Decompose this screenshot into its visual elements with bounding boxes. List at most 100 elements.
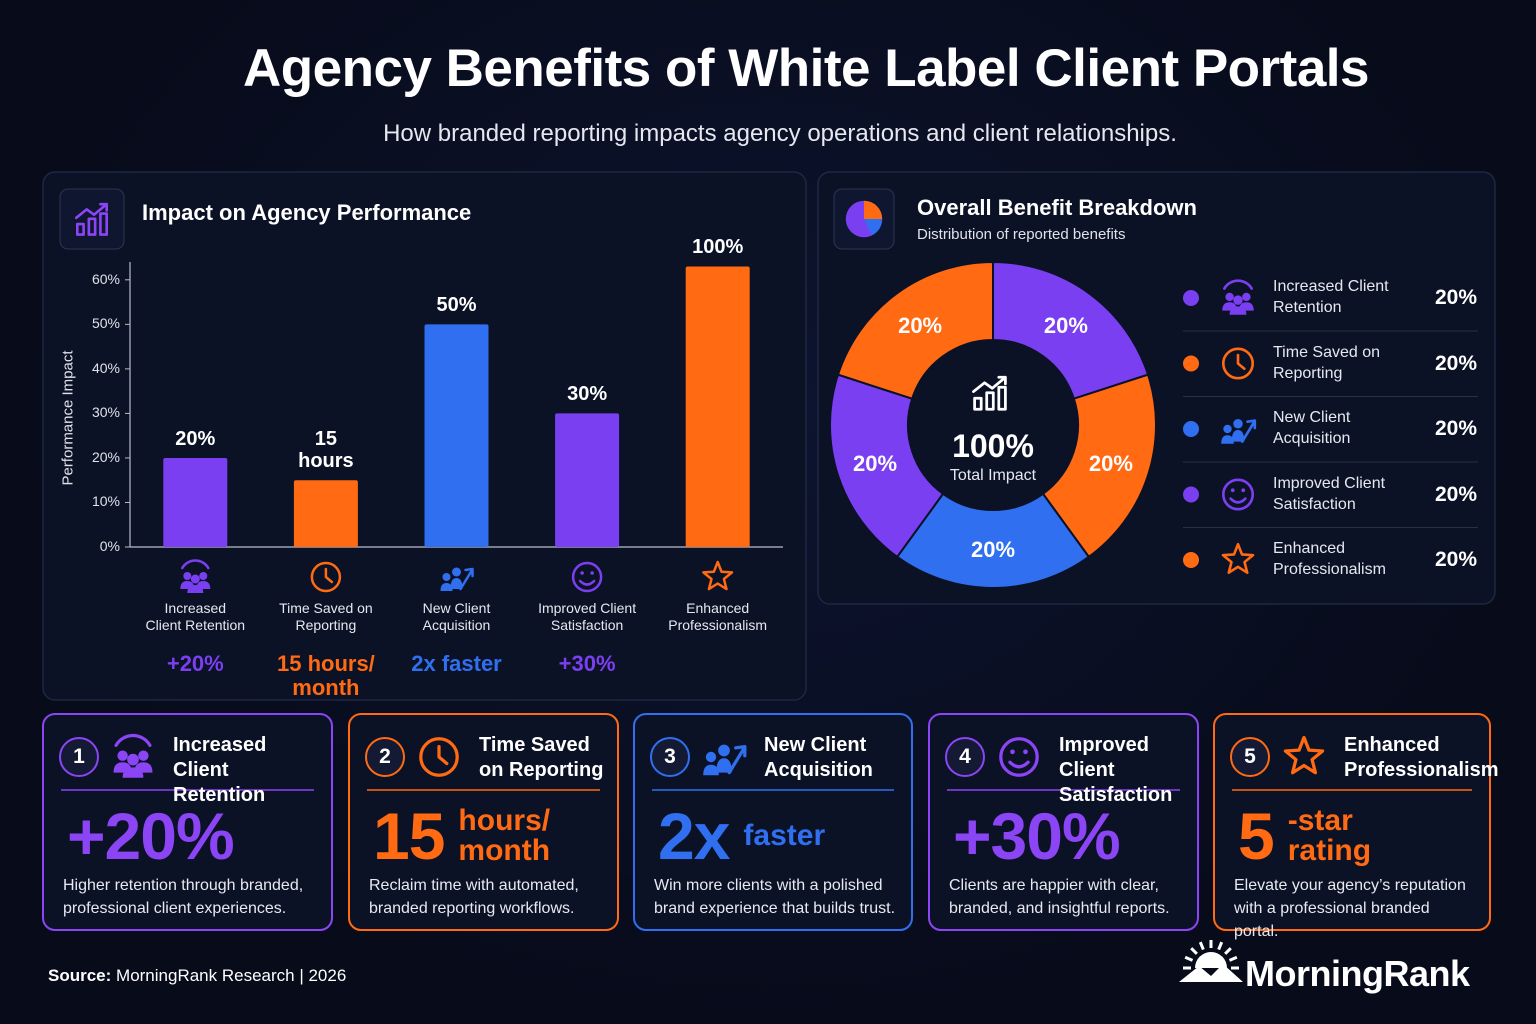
source-label: Source: xyxy=(48,966,112,985)
icon-part xyxy=(1241,488,1246,493)
icon-part xyxy=(727,744,747,775)
icon-part xyxy=(864,200,883,219)
icon xyxy=(440,567,474,591)
bar xyxy=(555,413,620,547)
page-subtitle: How branded reporting impacts agency ope… xyxy=(383,120,1177,147)
icon-part xyxy=(437,744,449,766)
y-tick-label: 20% xyxy=(91,448,120,465)
slice-label: 20% xyxy=(1088,451,1133,477)
icon-part xyxy=(1233,295,1243,305)
card-stat: 2x xyxy=(658,799,730,873)
center-label: Total Impact xyxy=(949,467,1037,484)
icon-part xyxy=(1223,424,1232,434)
x-tick-label: Improved Client Satisfaction xyxy=(538,600,637,633)
card-stat-suffix: -star rating xyxy=(1287,804,1372,867)
legend-value: 20% xyxy=(1434,417,1477,440)
highlight: 2x faster xyxy=(411,651,502,676)
bar xyxy=(293,480,358,547)
highlight: +20% xyxy=(166,651,224,676)
x-tick-label: Enhanced Professionalism xyxy=(668,600,768,633)
icon xyxy=(1222,279,1254,315)
card-stat-suffix: hours/ month xyxy=(458,804,551,867)
icon-part xyxy=(1223,279,1253,290)
icon xyxy=(419,737,459,777)
icon-part xyxy=(74,202,109,220)
icon-part xyxy=(190,574,200,584)
icon-part xyxy=(1228,955,1238,962)
icon-part xyxy=(985,391,995,411)
icon xyxy=(571,561,603,593)
pie-slice xyxy=(829,373,945,559)
icon xyxy=(1221,478,1255,511)
icon xyxy=(1283,735,1325,775)
pie-title: Overall Benefit Breakdown xyxy=(917,195,1197,220)
icon-part xyxy=(324,567,334,584)
icon-part xyxy=(183,572,192,580)
icon-part xyxy=(114,733,152,747)
card-title: New Client Acquisition xyxy=(764,734,873,781)
card-number-circle xyxy=(59,737,99,777)
pie-slice xyxy=(895,492,1091,590)
card-number: 4 xyxy=(959,745,971,768)
icon-part xyxy=(117,750,128,761)
icon-part xyxy=(705,751,717,763)
icon-part xyxy=(181,559,210,570)
card xyxy=(928,713,1199,931)
icon xyxy=(1221,347,1255,380)
icon-part xyxy=(580,571,584,575)
legend-dot xyxy=(1183,486,1199,503)
pie-subtitle: Distribution of reported benefits xyxy=(917,226,1126,243)
card-number: 3 xyxy=(664,745,676,768)
source-text: MorningRank Research | 2026 xyxy=(116,966,347,985)
card-stat-row: +20% xyxy=(67,798,316,874)
bar xyxy=(685,266,750,547)
card-number-circle xyxy=(365,737,405,777)
legend-label: Enhanced Professionalism xyxy=(1273,540,1386,578)
icon-part xyxy=(1198,941,1205,951)
icon-part xyxy=(973,396,983,411)
slice-label: 20% xyxy=(853,451,898,477)
card-number-circle xyxy=(1230,737,1270,777)
legend-dot xyxy=(1183,552,1199,568)
legend-label: Time Saved on Reporting xyxy=(1273,343,1381,382)
y-tick-label: 50% xyxy=(91,315,120,332)
icon-part xyxy=(113,762,153,778)
icon-part xyxy=(997,385,1007,411)
source: Source: MorningRank Research | 2026 xyxy=(48,966,346,986)
icon-part xyxy=(703,758,732,776)
card-description: Higher retention through branded, profes… xyxy=(63,877,304,917)
icon-part xyxy=(718,744,730,757)
card-number-circle xyxy=(945,737,985,777)
slice-label: 20% xyxy=(1043,312,1088,338)
icon-part xyxy=(310,561,342,593)
icon-part xyxy=(972,375,1007,393)
icon-part xyxy=(590,571,594,575)
icon xyxy=(1221,542,1255,575)
card-stat-row: +30% xyxy=(953,798,1182,874)
y-tick-label: 0% xyxy=(99,538,120,554)
legend-label: Increased Client Retention xyxy=(1273,278,1389,316)
icon-part xyxy=(127,753,139,766)
y-tick-label: 30% xyxy=(91,404,120,421)
icon-part xyxy=(1195,952,1227,968)
icon-part xyxy=(1217,941,1224,951)
page-title: Agency Benefits of White Label Client Po… xyxy=(242,39,1370,98)
legend-dot xyxy=(1183,421,1199,437)
icon-part xyxy=(1225,292,1234,302)
legend-value: 20% xyxy=(1434,548,1477,571)
legend-dot xyxy=(1183,355,1199,372)
icon-part xyxy=(440,578,463,591)
card-stat-row: 2x faster xyxy=(658,798,896,874)
card-number-circle xyxy=(650,737,690,777)
icon-part xyxy=(1190,947,1198,955)
card xyxy=(348,713,619,931)
icon-part xyxy=(1283,735,1325,775)
icon-part xyxy=(1184,955,1194,962)
icon-part xyxy=(578,579,596,586)
icon xyxy=(113,733,153,778)
card-number: 1 xyxy=(73,745,85,768)
card-stat-suffix: faster xyxy=(743,819,826,852)
icon-part xyxy=(1229,497,1247,504)
icon-part xyxy=(999,737,1039,777)
